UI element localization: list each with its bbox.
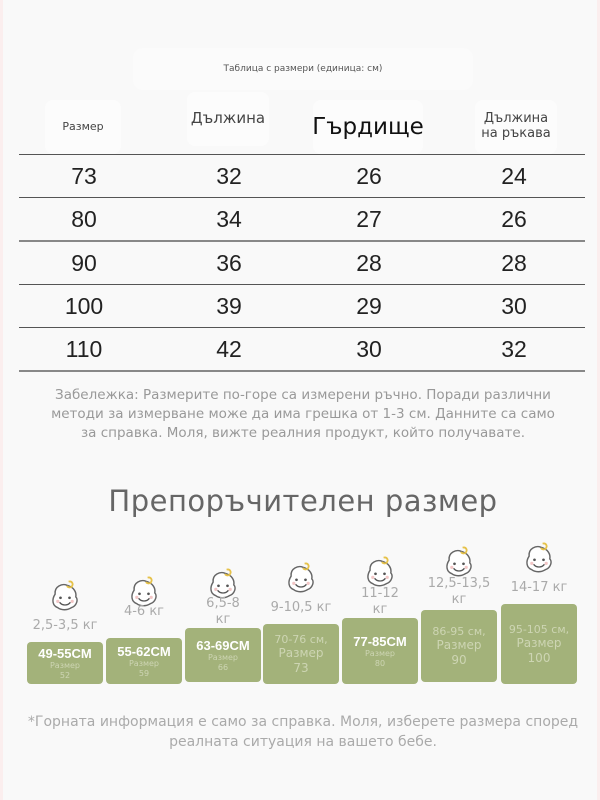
cell-size: 73 [71, 162, 97, 189]
cell-sleeve: 32 [501, 335, 527, 362]
weight-range: 6,5-8 кг [206, 596, 240, 628]
size-table-title: Таблица с размери (единица: см) [133, 48, 473, 90]
cell-chest: 26 [356, 162, 382, 189]
cell-size: 90 [71, 249, 97, 276]
height-range: 63-69CM [196, 637, 250, 653]
size-label: Размер [364, 648, 395, 658]
size-box: 49-55CM Размер 52 [27, 642, 103, 684]
header-size: Размер [45, 100, 121, 154]
measurement-note: Забележка: Размерите по-горе са измерени… [51, 387, 555, 441]
size-label: Размер [516, 636, 562, 651]
size-box: 86-95 см, Размер 90 [421, 610, 497, 682]
weight-range: 4-6 кг [123, 604, 165, 619]
size-value: 80 [374, 658, 386, 668]
baby-face-icon [362, 554, 398, 590]
cell-length: 42 [216, 335, 242, 362]
size-label: Размер [278, 646, 324, 661]
cell-size: 80 [71, 205, 97, 232]
size-label: Размер [128, 658, 159, 668]
header-chest: Гърдище [312, 100, 424, 154]
table-bottom-border [19, 370, 585, 372]
table-row: 73 32 26 24 [19, 154, 585, 197]
cell-sleeve: 26 [501, 205, 527, 232]
recommended-size-title: Препоръчителен размер [108, 484, 498, 518]
size-box: 95-105 см, Размер 100 [501, 604, 577, 684]
height-range: 95-105 см, [508, 623, 570, 637]
height-range: 86-95 см, [432, 625, 486, 639]
size-box: 63-69CM Размер 66 [185, 628, 261, 682]
cell-sleeve: 28 [501, 249, 527, 276]
weight-range: 11-12 кг [361, 586, 399, 618]
size-label: Размер [436, 638, 482, 653]
size-value: 73 [293, 660, 309, 675]
cell-chest: 27 [356, 205, 382, 232]
cell-sleeve: 30 [501, 292, 527, 319]
cell-chest: 30 [356, 335, 382, 362]
weight-range: 12,5-13,5 кг [427, 576, 491, 608]
cell-chest: 29 [356, 292, 382, 319]
header-sleeve-line1: Дължина [483, 111, 549, 127]
size-box: 70-76 см, Размер 73 [263, 624, 339, 684]
weight-range: 14-17 кг [510, 580, 568, 595]
size-label: Размер [49, 660, 80, 670]
cell-size: 100 [64, 292, 104, 319]
height-range: 70-76 см, [274, 633, 328, 647]
table-row: 100 39 29 30 [19, 284, 585, 327]
cell-length: 32 [216, 162, 242, 189]
cell-length: 34 [216, 205, 242, 232]
height-range: 55-62CM [117, 643, 171, 659]
size-box: 77-85CM Размер 80 [342, 618, 418, 684]
height-range: 77-85CM [353, 633, 407, 649]
table-row: 80 34 27 26 [19, 197, 585, 240]
size-table: Размер Дължина Гърдище Дължина на ръкава… [19, 92, 585, 372]
size-box: 55-62CM Размер 59 [106, 638, 182, 684]
size-value: 59 [138, 668, 150, 678]
cell-length: 39 [216, 292, 242, 319]
baby-face-icon [441, 544, 477, 580]
table-row: 110 42 30 32 [19, 327, 585, 370]
cell-chest: 28 [356, 249, 382, 276]
header-length: Дължина [187, 92, 269, 146]
table-header: Размер Дължина Гърдище Дължина на ръкава [19, 92, 585, 154]
cell-size: 110 [65, 335, 103, 362]
size-value: 100 [527, 650, 551, 665]
weight-range: 9-10,5 кг [270, 600, 332, 615]
size-value: 66 [217, 662, 229, 672]
footer-disclaimer: *Горната информация е само за справка. М… [27, 714, 579, 751]
baby-face-icon [47, 578, 83, 614]
table-row: 90 36 28 28 [19, 240, 585, 284]
size-value: 52 [59, 670, 71, 680]
cell-sleeve: 24 [501, 162, 527, 189]
baby-face-icon [283, 560, 319, 596]
size-label: Размер [207, 652, 238, 662]
weight-range: 2,5-3,5 кг [32, 618, 98, 633]
baby-face-icon [521, 540, 557, 576]
height-range: 49-55CM [38, 645, 92, 661]
header-sleeve-line2: на ръкава [481, 126, 551, 141]
cell-length: 36 [216, 249, 242, 276]
header-sleeve: Дължина на ръкава [475, 100, 557, 154]
size-value: 90 [451, 652, 467, 667]
